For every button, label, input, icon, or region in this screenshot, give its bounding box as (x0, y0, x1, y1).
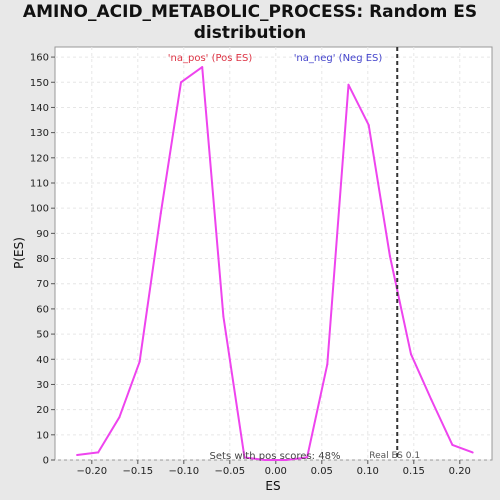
es-data-point (451, 443, 454, 446)
es-data-point (222, 315, 225, 318)
x-tick-label: 0.20 (449, 466, 471, 477)
es-data-point (347, 83, 350, 86)
y-tick-label: 40 (36, 355, 49, 366)
axes: 0 10 20 30 40 50 60 70 80 90 100 110 120 130 140 150 160… (30, 53, 471, 477)
x-tick-label: 0.15 (403, 466, 425, 477)
grid (55, 47, 492, 461)
x-tick-label: 0.10 (357, 466, 379, 477)
y-tick-label: 60 (36, 304, 49, 315)
x-axis-label: ES (265, 479, 280, 493)
x-tick-label: −0.20 (76, 466, 107, 477)
pos-label: 'na_pos' (Pos ES) (168, 53, 253, 64)
series-layer: Real ES 0.1 (76, 47, 474, 461)
es-data-point (159, 212, 162, 215)
y-tick-label: 160 (30, 53, 49, 64)
plot-area (54, 46, 493, 461)
es-data-point (284, 459, 287, 461)
sets-pos-text: Sets with pos scores: 48% (210, 451, 341, 462)
real-es-label: Real ES 0.1 (369, 451, 420, 461)
es-data-point (388, 255, 391, 258)
y-tick-label: 50 (36, 330, 49, 341)
neg-label: 'na_neg' (Neg ES) (294, 53, 383, 64)
y-tick-label: 120 (30, 153, 49, 164)
x-tick-label: −0.05 (214, 466, 245, 477)
es-distribution-line (76, 66, 474, 461)
y-tick-label: 20 (36, 405, 49, 416)
y-tick-label: 100 (30, 204, 49, 215)
es-data-point (138, 360, 141, 363)
y-tick-label: 80 (36, 254, 49, 265)
es-data-point (430, 398, 433, 401)
es-data-point (306, 456, 309, 459)
es-data-point (201, 66, 204, 69)
x-tick-label: 0.00 (265, 466, 287, 477)
chart-title: AMINO_ACID_METABOLIC_PROCESS: Random ES … (0, 2, 500, 44)
y-tick-label: 110 (30, 178, 49, 189)
es-data-point (263, 459, 266, 461)
y-tick-label: 10 (36, 430, 49, 441)
es-data-point (471, 451, 474, 454)
es-data-point (326, 363, 329, 366)
x-tick-label: −0.15 (122, 466, 153, 477)
y-tick-label: 130 (30, 128, 49, 139)
y-tick-label: 30 (36, 380, 49, 391)
y-tick-label: 90 (36, 229, 49, 240)
chart-title-line2: distribution (193, 23, 307, 43)
es-data-point (180, 81, 183, 84)
es-data-point (76, 453, 79, 456)
es-data-point (367, 124, 370, 127)
es-data-point (243, 456, 246, 459)
y-tick-label: 150 (30, 78, 49, 89)
y-tick-label: 70 (36, 279, 49, 290)
y-axis-label: P(ES) (12, 237, 26, 269)
y-tick-label: 140 (30, 103, 49, 114)
x-tick-label: 0.05 (311, 466, 333, 477)
chart-title-line1: AMINO_ACID_METABOLIC_PROCESS: Random ES (22, 2, 478, 22)
es-data-point (97, 451, 100, 454)
es-data-point (410, 353, 413, 356)
y-tick-label: 0 (43, 456, 49, 467)
x-tick-label: −0.10 (168, 466, 199, 477)
es-data-point (118, 416, 121, 419)
